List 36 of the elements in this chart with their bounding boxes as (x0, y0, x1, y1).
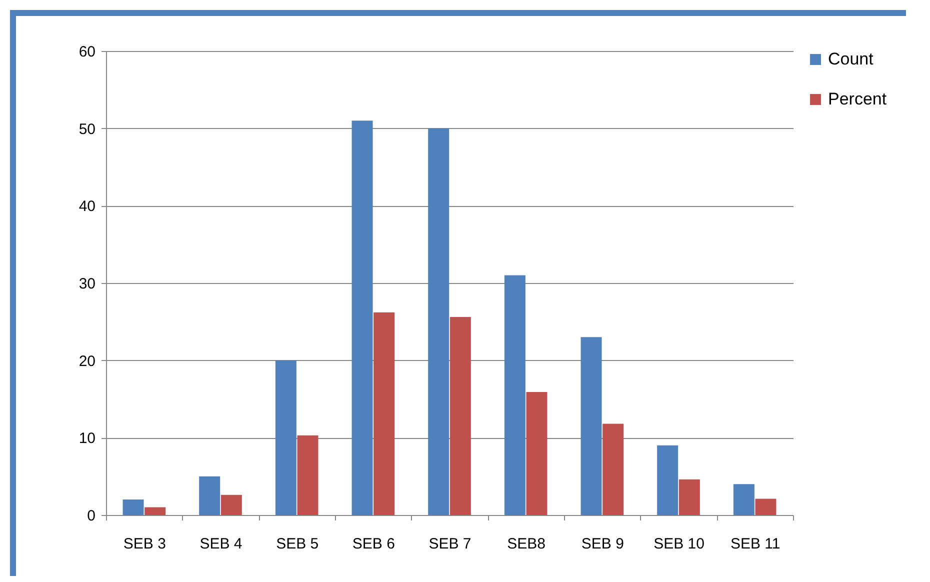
y-tick-label: 60 (78, 44, 96, 60)
legend-label: Percent (828, 90, 887, 108)
x-tick-label: SEB 10 (654, 536, 704, 552)
y-tick-label: 40 (78, 198, 96, 216)
bar (450, 317, 471, 515)
x-tick-label: SEB8 (507, 536, 546, 552)
x-tick-label: SEB 7 (428, 536, 472, 552)
bar (220, 494, 242, 515)
bar (602, 424, 624, 515)
bar (144, 507, 166, 515)
bar (122, 500, 144, 515)
bar (428, 128, 450, 515)
bar (352, 120, 373, 515)
x-tick-label: SEB 9 (581, 536, 624, 552)
bar (733, 484, 754, 515)
x-tick-label: SEB 11 (730, 536, 780, 552)
bar (374, 312, 395, 515)
x-tick-label: SEB 3 (123, 536, 166, 552)
y-tick-label: 50 (78, 120, 96, 138)
legend-label: Count (828, 50, 874, 68)
y-tick-label: 10 (78, 430, 96, 448)
bar (275, 360, 296, 515)
x-tick-label: SEB 4 (200, 536, 242, 552)
bar (297, 435, 318, 515)
y-tick-label: 0 (87, 508, 96, 524)
y-tick-label: 20 (78, 352, 96, 370)
x-tick-label: SEB 5 (276, 536, 319, 552)
bar (678, 479, 700, 515)
x-tick-label: SEB 6 (352, 536, 395, 552)
y-tick-label: 30 (78, 276, 96, 292)
bar (580, 337, 602, 515)
bar (657, 445, 678, 515)
bar (526, 392, 548, 515)
bar (199, 476, 220, 515)
bar (504, 275, 526, 515)
bar (755, 498, 776, 515)
